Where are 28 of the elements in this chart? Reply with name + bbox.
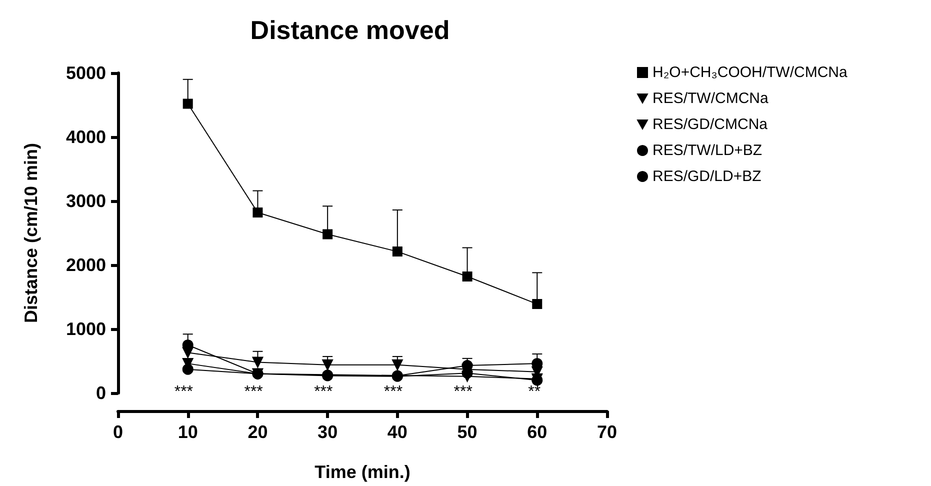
annotation: *** xyxy=(314,384,333,400)
y-tick-label: 0 xyxy=(96,383,106,403)
y-tick-label: 2000 xyxy=(66,255,106,275)
legend-label: H₂O+CH₃COOH/TW/CMCNa xyxy=(652,64,848,81)
annotation: *** xyxy=(174,384,194,400)
x-tick-label: 30 xyxy=(318,422,338,442)
y-tick-label: 3000 xyxy=(66,191,106,211)
x-tick-label: 20 xyxy=(248,422,268,442)
annotation: ** xyxy=(528,384,541,400)
x-tick-label: 40 xyxy=(387,422,408,442)
annotation: *** xyxy=(384,384,403,400)
y-axis-title: Distance (cm/10 min) xyxy=(21,142,41,324)
y-tick-label: 4000 xyxy=(66,127,106,147)
legend-label: RES/TW/CMCNa xyxy=(652,90,769,107)
x-tick-label: 70 xyxy=(596,422,618,442)
annotation: *** xyxy=(244,384,263,400)
x-axis-title: Time (min.) xyxy=(314,462,410,482)
annotation: *** xyxy=(454,384,472,400)
y-tick-label: 5000 xyxy=(66,63,106,83)
x-tick-label: 50 xyxy=(457,422,478,442)
legend-label: RES/GD/CMCNa xyxy=(652,116,768,133)
x-tick-label: 10 xyxy=(178,422,198,442)
y-tick-label: 1000 xyxy=(66,319,106,339)
x-tick-label: 60 xyxy=(527,422,548,442)
x-tick-label: 0 xyxy=(112,422,124,442)
legend-label: RES/TW/LD+BZ xyxy=(652,142,762,159)
legend-label: RES/GD/LD+BZ xyxy=(652,168,762,185)
chart-title: Distance moved xyxy=(250,15,450,45)
